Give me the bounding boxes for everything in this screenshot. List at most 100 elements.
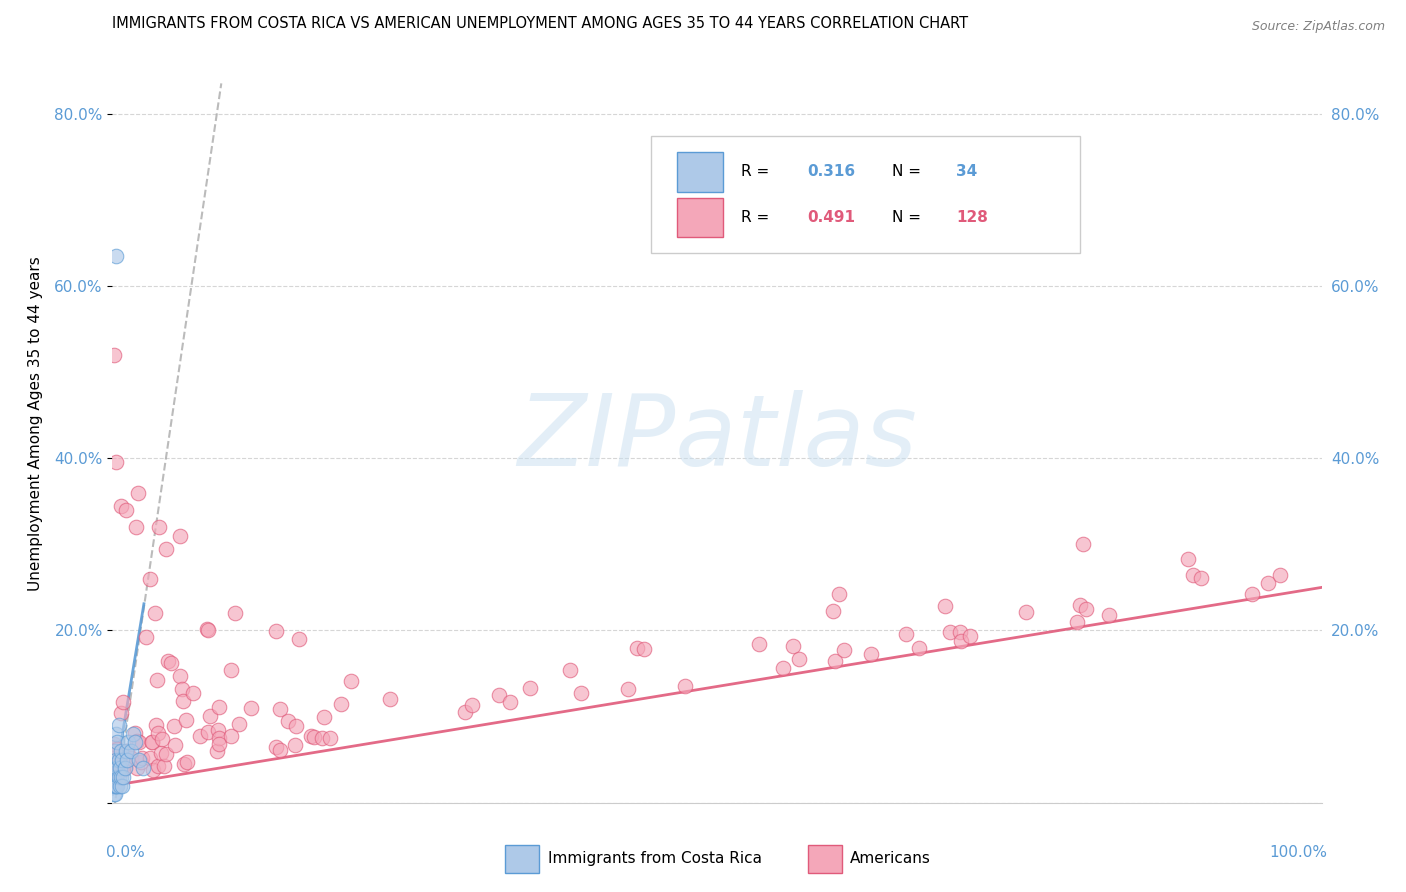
Text: N =: N = bbox=[893, 164, 927, 179]
Point bbox=[1015, 605, 1038, 619]
Point bbox=[111, 779, 134, 793]
Point bbox=[141, 735, 163, 749]
Point bbox=[120, 744, 142, 758]
Point bbox=[224, 607, 246, 621]
Text: R =: R = bbox=[741, 164, 775, 179]
Point bbox=[108, 761, 131, 775]
Point bbox=[139, 751, 162, 765]
Point bbox=[1098, 607, 1121, 622]
Point bbox=[207, 744, 229, 758]
Point bbox=[105, 779, 128, 793]
Point bbox=[105, 727, 128, 741]
Point bbox=[114, 756, 136, 771]
Point bbox=[285, 719, 308, 733]
Point bbox=[105, 761, 128, 775]
Point bbox=[284, 738, 307, 752]
Point bbox=[949, 633, 972, 648]
Point bbox=[112, 763, 135, 777]
Text: ZIPatlas: ZIPatlas bbox=[517, 391, 917, 487]
Point bbox=[120, 751, 142, 765]
Point bbox=[1071, 537, 1094, 551]
Text: N =: N = bbox=[893, 210, 927, 225]
Point bbox=[311, 731, 333, 745]
Point bbox=[104, 764, 127, 778]
Point bbox=[1268, 567, 1291, 582]
FancyBboxPatch shape bbox=[678, 153, 723, 192]
Point bbox=[288, 632, 311, 646]
Point bbox=[105, 753, 128, 767]
Point bbox=[122, 727, 145, 741]
Point bbox=[939, 625, 962, 640]
Text: 34: 34 bbox=[956, 164, 977, 179]
Point bbox=[169, 669, 191, 683]
Point bbox=[461, 698, 484, 713]
Point bbox=[207, 700, 229, 714]
Point bbox=[141, 735, 163, 749]
Point bbox=[302, 730, 325, 744]
Point bbox=[108, 779, 131, 793]
Point bbox=[269, 743, 291, 757]
Point bbox=[560, 663, 582, 677]
Point bbox=[340, 673, 363, 688]
Point bbox=[195, 622, 218, 636]
Text: 0.491: 0.491 bbox=[808, 210, 856, 225]
Point bbox=[105, 770, 128, 784]
Point bbox=[103, 779, 125, 793]
Point bbox=[103, 756, 125, 771]
Point bbox=[519, 681, 541, 695]
Text: 128: 128 bbox=[956, 210, 988, 225]
Point bbox=[319, 731, 342, 745]
Point bbox=[124, 725, 146, 739]
Point bbox=[146, 673, 169, 687]
Point bbox=[135, 630, 157, 644]
Point bbox=[110, 499, 132, 513]
Point bbox=[190, 730, 212, 744]
Point bbox=[105, 735, 128, 749]
Point bbox=[626, 640, 648, 655]
Point bbox=[108, 757, 131, 772]
FancyBboxPatch shape bbox=[807, 845, 842, 873]
Point bbox=[107, 718, 129, 732]
Point bbox=[107, 770, 129, 784]
Point bbox=[131, 751, 153, 765]
Point bbox=[314, 710, 336, 724]
Text: Source: ZipAtlas.com: Source: ZipAtlas.com bbox=[1251, 20, 1385, 33]
Point bbox=[748, 637, 770, 651]
Point bbox=[155, 747, 177, 761]
Point bbox=[115, 744, 138, 758]
Point bbox=[103, 757, 125, 772]
Point bbox=[103, 759, 125, 773]
Point bbox=[1069, 599, 1091, 613]
Point bbox=[787, 652, 810, 666]
Point bbox=[1076, 602, 1098, 616]
FancyBboxPatch shape bbox=[506, 845, 540, 873]
Point bbox=[105, 742, 128, 756]
Point bbox=[103, 770, 125, 784]
Point bbox=[114, 744, 136, 758]
Point bbox=[107, 766, 129, 780]
Point bbox=[111, 753, 134, 767]
Text: 0.316: 0.316 bbox=[808, 164, 856, 179]
Point bbox=[114, 759, 136, 773]
Point bbox=[1189, 571, 1212, 585]
Point bbox=[169, 529, 191, 543]
Point bbox=[105, 779, 128, 793]
Point bbox=[141, 764, 163, 778]
Point bbox=[782, 640, 804, 654]
FancyBboxPatch shape bbox=[678, 198, 723, 237]
Point bbox=[834, 642, 856, 657]
Point bbox=[125, 520, 148, 534]
Point bbox=[934, 599, 956, 613]
Point bbox=[143, 607, 166, 621]
Point bbox=[155, 541, 177, 556]
Point bbox=[128, 735, 150, 749]
Point bbox=[208, 731, 231, 745]
Point bbox=[172, 682, 194, 697]
Y-axis label: Unemployment Among Ages 35 to 44 years: Unemployment Among Ages 35 to 44 years bbox=[28, 256, 44, 591]
Point bbox=[266, 739, 288, 754]
Point bbox=[207, 723, 229, 737]
Point bbox=[454, 706, 477, 720]
Point bbox=[329, 697, 352, 711]
Point bbox=[1177, 552, 1199, 566]
Point bbox=[163, 719, 186, 733]
